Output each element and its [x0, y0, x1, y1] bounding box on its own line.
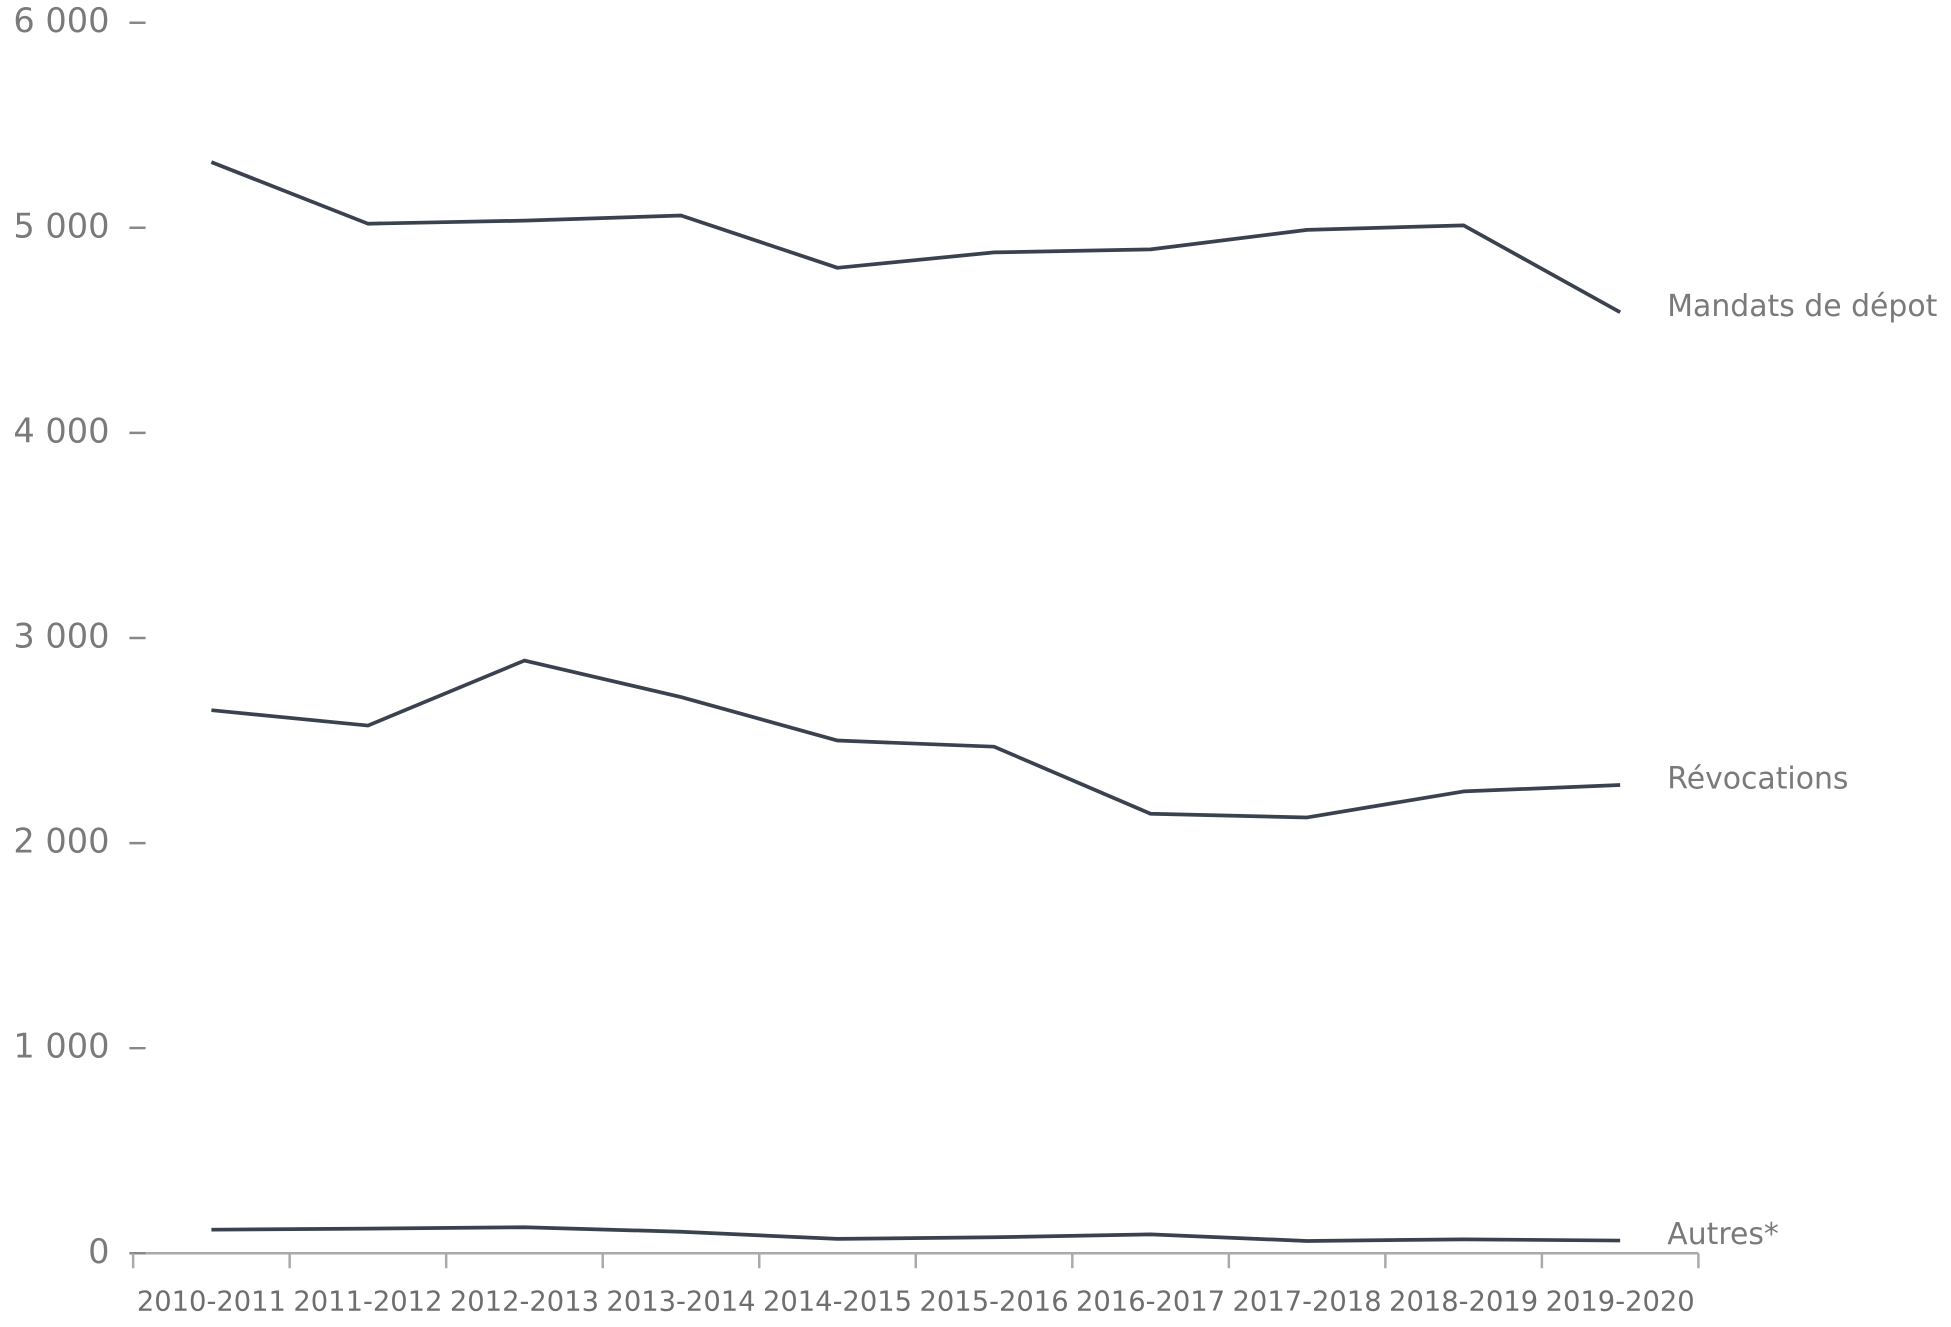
y-tick-label: 6 000: [13, 1, 109, 40]
x-tick-label: 2015-2016: [919, 1287, 1068, 1318]
x-tick-label: 2016-2017: [1076, 1287, 1225, 1318]
x-tick-label: 2014-2015: [763, 1287, 912, 1318]
y-tick-label: 5 000: [13, 206, 109, 245]
x-tick-label: 2012-2013: [450, 1287, 599, 1318]
x-tick-label: 2017-2018: [1233, 1287, 1382, 1318]
series-line: [211, 1225, 1621, 1243]
series-label: Mandats de dépot: [1667, 289, 1937, 324]
series-line: [211, 658, 1621, 820]
x-tick-label: 2018-2019: [1389, 1287, 1538, 1318]
series-label: Révocations: [1667, 762, 1848, 797]
x-tick-label: 2010-2011: [137, 1287, 286, 1318]
series-label: Autres*: [1667, 1217, 1779, 1252]
series-line: [210, 160, 1622, 314]
y-tick-label: 1 000: [13, 1027, 109, 1066]
x-tick-label: 2013-2014: [606, 1287, 755, 1318]
x-tick-label: 2011-2012: [293, 1287, 442, 1318]
y-tick-label: 0: [88, 1232, 109, 1271]
y-tick-label: 2 000: [13, 822, 109, 861]
y-tick-label: 4 000: [13, 411, 109, 450]
y-tick-label: 3 000: [13, 616, 109, 655]
x-tick-label: 2019-2020: [1546, 1287, 1695, 1318]
